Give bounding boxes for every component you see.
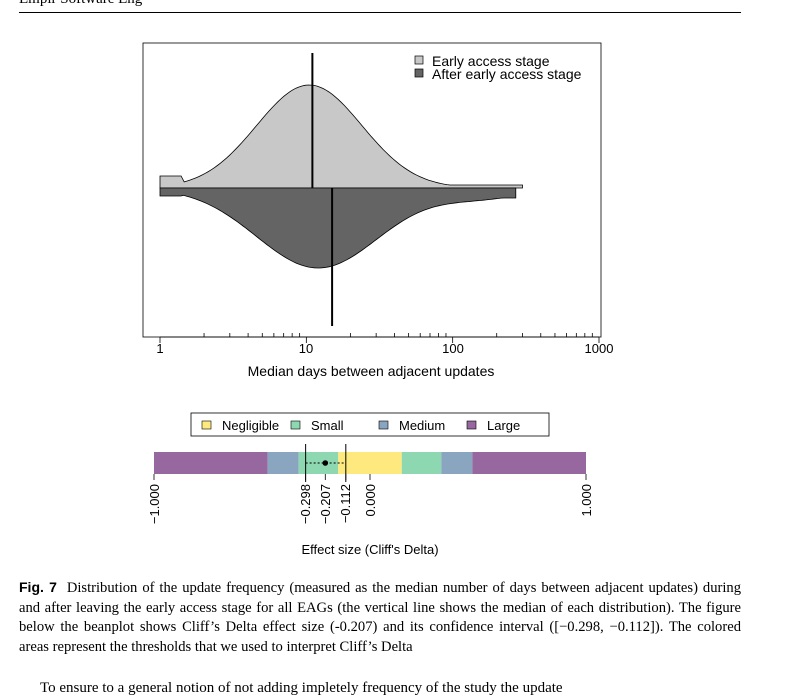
header-rule [19, 12, 741, 13]
bean-early-access [159, 84, 523, 189]
legend-swatch-small [290, 420, 301, 430]
body-text-line: To ensure to a general notion of not add… [40, 680, 563, 696]
effect-tick-label: −0.298 [298, 484, 313, 524]
legend-label-after-early-access: After early access stage [432, 66, 582, 82]
x-tick-label: 100 [442, 341, 464, 356]
effect-tick-label: −0.207 [318, 484, 333, 524]
effect-tick-label: −0.112 [338, 484, 353, 523]
figure-caption: Fig. 7 Distribution of the update freque… [19, 578, 741, 657]
x-axis-label: Median days between adjacent updates [248, 363, 495, 379]
effect-size-axis-label: Effect size (Cliff's Delta) [301, 542, 438, 557]
effect-tick-label: 0.000 [363, 484, 378, 517]
legend-swatch-large [466, 420, 477, 430]
effect-size-ticks [153, 474, 587, 480]
effect-size-legend: Negligible Small Medium Large [190, 412, 550, 437]
effect-size-bands [154, 452, 586, 474]
beanplot-legend: Early access stage After early access st… [414, 53, 582, 82]
legend-label-medium: Medium [399, 418, 445, 433]
legend-label-negligible: Negligible [222, 418, 279, 433]
caption-text: Distribution of the update frequency (me… [19, 580, 742, 655]
legend-swatch-negligible [201, 420, 212, 430]
beanplot-chart: 1 10 100 1000 Median days between adjace… [142, 42, 614, 379]
band-medium [441, 452, 473, 474]
band-small [401, 452, 442, 474]
legend-label-early-access: Early access stage [432, 53, 550, 69]
estimate-point [322, 460, 329, 466]
band-negligible [338, 452, 402, 474]
band-large [154, 452, 268, 474]
x-axis-ticks [159, 333, 600, 343]
bean-after-early-access [159, 187, 517, 269]
legend-frame [190, 412, 550, 437]
legend-swatch-after-early-access [414, 68, 424, 78]
x-tick-label: 1 [156, 341, 163, 356]
band-large [472, 452, 586, 474]
effect-tick-label: −1.000 [147, 484, 162, 524]
legend-label-large: Large [487, 418, 520, 433]
band-medium [267, 452, 299, 474]
legend-swatch-medium [378, 420, 389, 430]
x-tick-label: 1000 [585, 341, 614, 356]
legend-label-small: Small [311, 418, 344, 433]
legend-swatch-early-access [414, 55, 424, 65]
effect-size-chart: Negligible Small Medium Large −1.000 −0.… [147, 412, 594, 557]
x-tick-label: 10 [299, 341, 313, 356]
figure-label: Fig. 7 [19, 579, 57, 595]
running-head: Empir Software Eng [19, 0, 142, 8]
effect-tick-label: 1.000 [579, 484, 594, 517]
